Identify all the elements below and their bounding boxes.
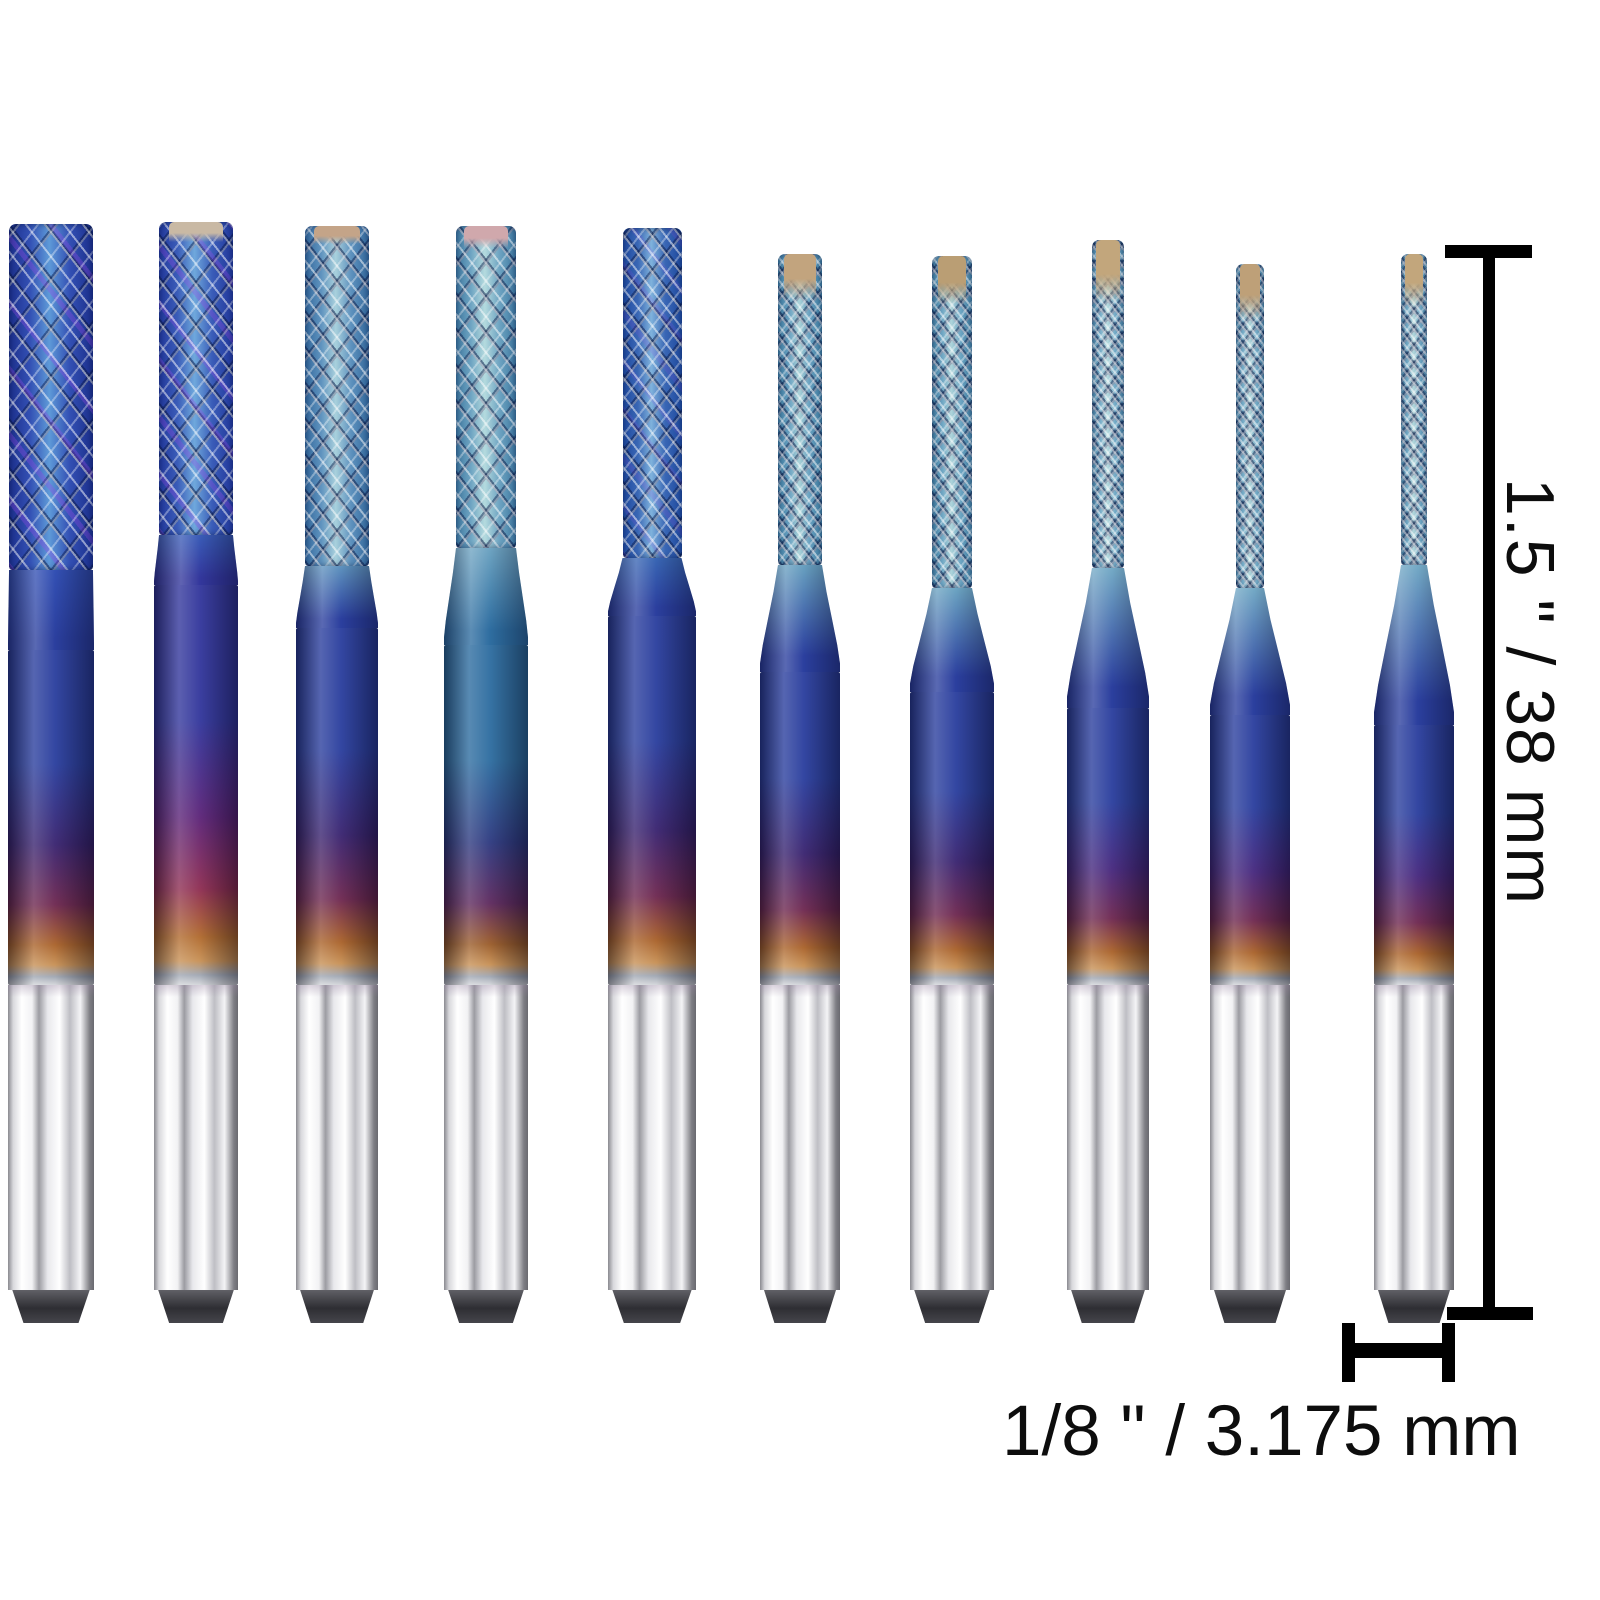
bit-neck: [910, 588, 994, 692]
flute-tip: [1096, 240, 1120, 302]
flute-cutting-head: [305, 226, 369, 566]
diameter-bracket-cap-right: [1442, 1323, 1455, 1382]
coated-shank: [1374, 725, 1454, 985]
drill-bit-10: [1374, 254, 1454, 1323]
drill-bit-6: [760, 254, 840, 1323]
steel-shank: [910, 985, 994, 1290]
flute-tip: [313, 226, 361, 244]
coated-shank: [910, 692, 994, 985]
flute-cutting-head: [159, 222, 233, 535]
flute-tip: [464, 226, 508, 248]
flute-tip: [1404, 254, 1424, 306]
bit-neck: [1067, 568, 1149, 708]
shank-bottom-chamfer: [1214, 1290, 1286, 1323]
bit-neck: [760, 565, 840, 672]
steel-shank: [1210, 985, 1290, 1290]
steel-shank: [154, 985, 238, 1290]
shank-bottom-chamfer: [12, 1290, 90, 1323]
flute-tip: [169, 222, 223, 242]
flute-cutting-head: [456, 226, 516, 548]
flute-cutting-head: [9, 224, 93, 570]
flute-cutting-head: [932, 256, 972, 588]
drill-bit-7: [910, 256, 994, 1323]
length-dimension-line: [1483, 245, 1495, 1320]
drill-bit-3: [296, 226, 378, 1323]
diameter-bracket-bar: [1342, 1343, 1455, 1358]
shank-bottom-chamfer: [300, 1290, 374, 1323]
bit-neck: [8, 570, 94, 650]
drill-bit-1: [8, 224, 94, 1323]
bit-neck: [608, 558, 696, 616]
coated-shank: [8, 650, 94, 985]
coated-shank: [1067, 708, 1149, 985]
coated-shank: [760, 672, 840, 985]
flute-tip: [784, 254, 816, 299]
drill-bit-8: [1067, 240, 1149, 1323]
steel-shank: [1067, 985, 1149, 1290]
shank-bottom-chamfer: [1071, 1290, 1145, 1323]
coated-shank: [444, 645, 528, 985]
flute-cutting-head: [778, 254, 822, 565]
shank-bottom-chamfer: [158, 1290, 234, 1323]
drill-bit-2: [154, 222, 238, 1323]
flute-cutting-head: [622, 228, 682, 558]
bit-neck: [1210, 588, 1290, 715]
drill-bit-4: [444, 226, 528, 1323]
coated-shank: [608, 616, 696, 985]
bit-neck: [154, 535, 238, 585]
coated-shank: [296, 628, 378, 985]
steel-shank: [760, 985, 840, 1290]
shank-bottom-chamfer: [914, 1290, 990, 1323]
bit-neck: [444, 548, 528, 645]
length-dimension-cap-bottom: [1447, 1307, 1533, 1320]
bit-neck: [1374, 565, 1454, 725]
steel-shank: [296, 985, 378, 1290]
diameter-label: 1/8 " / 3.175 mm: [1002, 1392, 1521, 1471]
shank-bottom-chamfer: [1378, 1290, 1450, 1323]
flute-tip: [1239, 264, 1261, 320]
coated-shank: [154, 585, 238, 985]
steel-shank: [608, 985, 696, 1290]
shank-bottom-chamfer: [764, 1290, 836, 1323]
coated-shank: [1210, 715, 1290, 985]
shank-bottom-chamfer: [448, 1290, 524, 1323]
steel-shank: [444, 985, 528, 1290]
steel-shank: [1374, 985, 1454, 1290]
drill-bit-9: [1210, 264, 1290, 1323]
steel-shank: [8, 985, 94, 1290]
bit-neck: [296, 566, 378, 628]
drill-bit-5: [608, 228, 696, 1323]
flute-tip: [937, 256, 967, 304]
shank-bottom-chamfer: [612, 1290, 692, 1323]
length-label: 1.5 " / 38 mm: [1492, 478, 1568, 907]
